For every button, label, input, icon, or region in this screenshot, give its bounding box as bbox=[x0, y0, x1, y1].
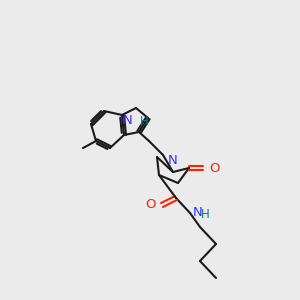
Text: N: N bbox=[193, 206, 203, 220]
Text: O: O bbox=[209, 161, 220, 175]
Text: H: H bbox=[140, 115, 149, 128]
Text: O: O bbox=[146, 199, 156, 212]
Text: N: N bbox=[123, 114, 133, 127]
Text: N: N bbox=[168, 154, 178, 167]
Text: H: H bbox=[200, 208, 209, 220]
